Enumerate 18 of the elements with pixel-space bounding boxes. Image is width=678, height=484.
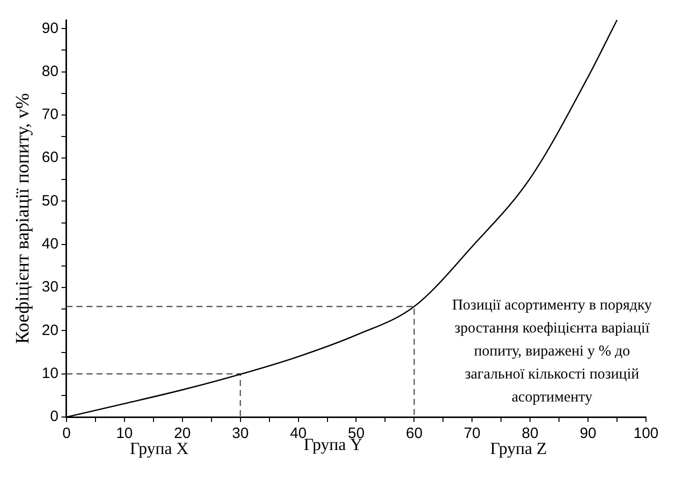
y-tick-label: 10: [42, 364, 58, 382]
y-tick-label: 20: [42, 322, 58, 339]
annotation: Позиції асортименту в порядку зростання коефіцієнта варіації попиту, виражені у % до загальної кількості позицій асортименту: [452, 297, 652, 406]
y-tick-label: 40: [42, 236, 58, 253]
y-tick-label: 90: [42, 20, 58, 37]
x-tick-label: 70: [464, 425, 480, 442]
y-axis-title: Коефіцієнт варіації попиту, v%: [12, 92, 34, 344]
y-tick-label: 60: [42, 149, 58, 166]
x-tick-label: 90: [580, 425, 596, 442]
y-tick-label: 0: [50, 408, 58, 426]
x-tick-label: 100: [633, 425, 659, 442]
y-tick-label: 70: [42, 106, 58, 124]
y-tick-label: 30: [42, 278, 58, 296]
y-tick-label: 80: [42, 62, 58, 80]
x-tick-label: 60: [406, 425, 423, 442]
x-tick-label: 30: [232, 425, 249, 442]
x-tick-label: 0: [62, 425, 71, 442]
y-tick-label: 50: [42, 192, 58, 210]
